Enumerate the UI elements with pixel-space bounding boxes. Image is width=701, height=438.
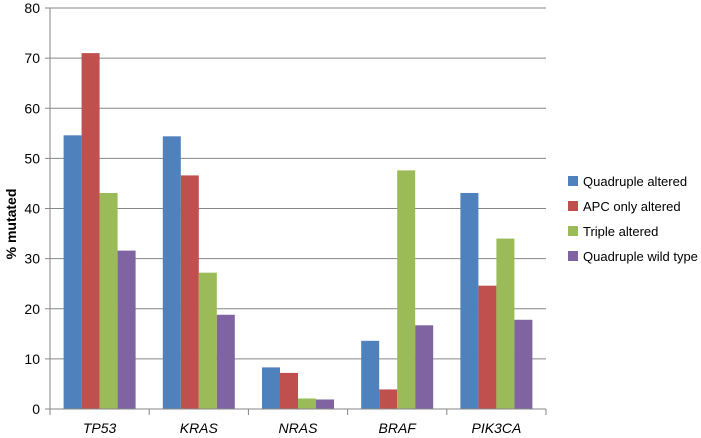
bar-braf-series-4 [415,325,434,409]
bar-tp53-series-3 [99,192,118,409]
legend-swatch [568,176,578,186]
legend-swatch [568,201,578,211]
bar-braf-series-2 [379,389,398,409]
bar-tp53-series-4 [117,250,136,409]
x-category-label: BRAF [379,420,418,436]
legend-entry: Triple altered [583,224,658,239]
legend-entry: Quadruple altered [583,174,687,189]
x-category-labels: TP53 KRAS NRAS BRAF PIK3CA [83,420,521,436]
y-tick-label: 40 [24,201,40,217]
bar-tp53-series-1 [63,135,82,409]
bar-pik3ca-series-2 [478,285,497,409]
bar-pik3ca-series-1 [460,192,479,409]
axes [49,8,547,415]
x-category-label: KRAS [180,420,219,436]
x-category-label: NRAS [279,420,319,436]
y-tick-label: 80 [24,0,40,16]
legend-swatch [568,251,578,261]
legend-entry: APC only altered [583,199,681,214]
x-category-label: PIK3CA [471,420,521,436]
x-category-label: TP53 [83,420,117,436]
bar-pik3ca-series-4 [514,319,533,409]
bar-braf-series-1 [361,340,380,409]
y-tick-label: 0 [32,401,40,417]
bar-tp53-series-2 [81,53,100,410]
y-tick-label: 50 [24,150,40,166]
bar-nras-series-3 [298,398,316,409]
y-tick-label: 30 [24,251,40,267]
bar-braf-series-3 [397,170,416,409]
bar-pik3ca-series-3 [496,238,515,409]
bar-kras-series-2 [180,175,199,409]
bars [63,53,533,410]
legend-swatch [568,226,578,236]
bar-kras-series-4 [216,314,235,409]
bar-kras-series-3 [198,272,217,409]
y-tick-label: 70 [24,50,40,66]
y-axis-title: % mutated [3,189,19,260]
bar-nras-series-2 [280,372,298,409]
y-tick-label: 10 [24,351,40,367]
y-tick-label: 20 [24,301,40,317]
bar-kras-series-1 [162,136,181,409]
y-tick-label: 60 [24,100,40,116]
legend: Quadruple altered APC only altered Triple … [568,174,698,264]
y-tick-labels: 0 10 20 30 40 50 60 70 80 [24,0,40,417]
legend-entry: Quadruple wild type [583,249,698,264]
bar-nras-series-4 [316,399,334,409]
bar-nras-series-1 [262,367,280,409]
